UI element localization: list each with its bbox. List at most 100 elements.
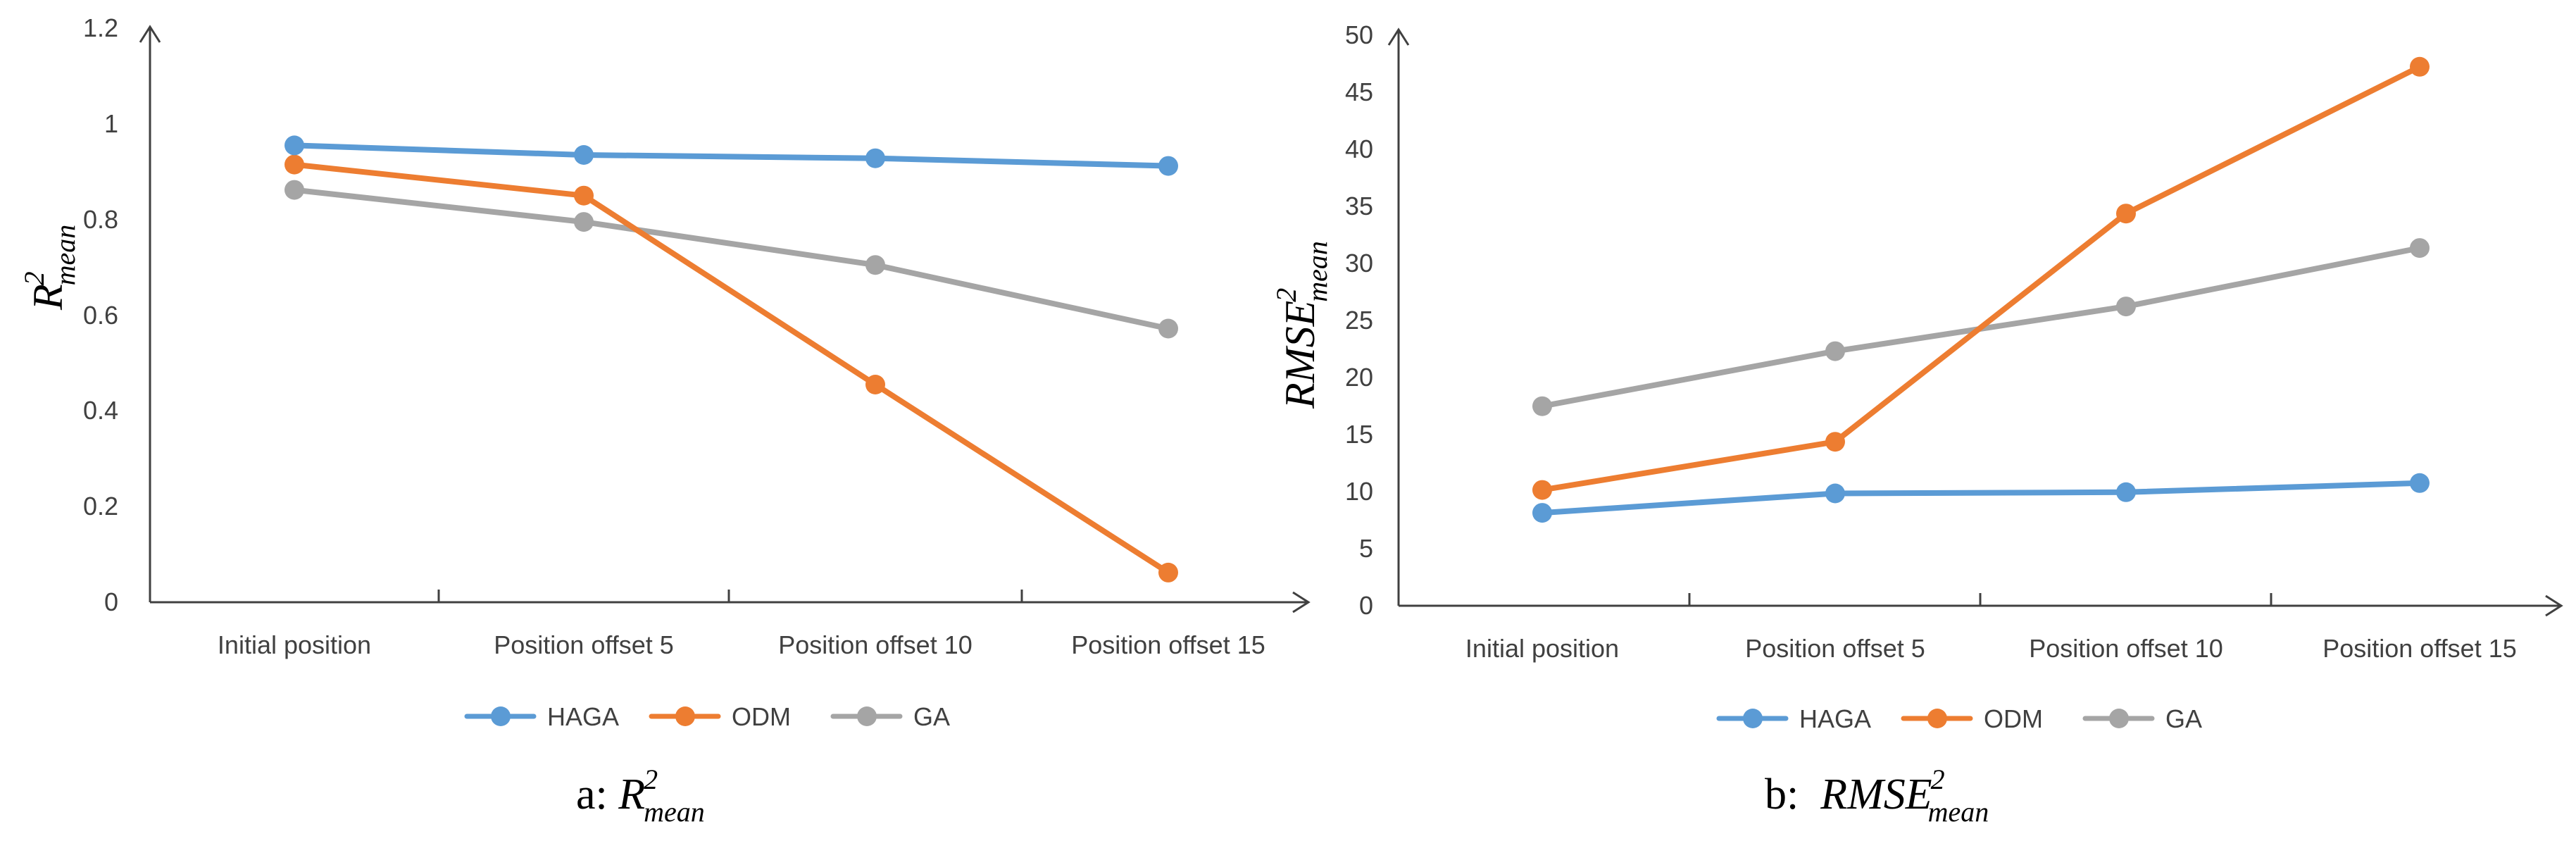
chart-b-y-axis-arrow	[1387, 27, 1410, 46]
chart-b-y-tick: 45	[1345, 77, 1373, 106]
chart-b-series-odm-point	[1825, 432, 1845, 452]
chart-b-y-tick: 20	[1345, 363, 1373, 392]
chart-a-legend: HAGA ODM GA	[464, 702, 950, 731]
chart-a-series-ga-point	[285, 180, 304, 200]
chart-a-legend-ga-label: GA	[913, 702, 950, 731]
chart-b-legend-ga-marker	[2109, 709, 2129, 728]
chart-a-series-odm-point	[1158, 562, 1178, 583]
chart-a-series-ga-line	[292, 187, 1171, 332]
chart-b-x-ticks: Initial position Position offset 5 Posit…	[1465, 634, 2517, 663]
chart-a-series-ga-point	[865, 255, 885, 275]
chart-b-legend-haga-marker	[1743, 709, 1763, 728]
chart-a-caption-main: R	[618, 771, 645, 818]
chart-b-y-tick: 5	[1359, 534, 1373, 563]
chart-a-y-tick: 0.8	[83, 205, 118, 234]
chart-a-series-odm-line	[292, 161, 1171, 575]
chart-b-legend: HAGA ODM GA	[1716, 704, 2202, 733]
chart-a-caption-sup: 2	[644, 764, 658, 795]
chart-a-axes	[139, 25, 1311, 613]
chart-b-x-tick: Initial position	[1465, 634, 1619, 663]
chart-b-y-tick: 0	[1359, 591, 1373, 620]
chart-a-caption-sub: mean	[644, 796, 705, 828]
chart-a-series-ga-point	[574, 212, 594, 232]
chart-b-y-axis-title-sup: 2	[1270, 288, 1302, 302]
chart-a-y-tick: 0.6	[83, 301, 118, 330]
chart-a-series-odm-point	[285, 154, 304, 175]
chart-b-y-axis-title-sub: mean	[1301, 241, 1333, 302]
chart-a-legend-odm-marker	[675, 706, 695, 726]
chart-a-y-tick: 0	[104, 587, 118, 616]
chart-b-y-tick: 15	[1345, 420, 1373, 449]
chart-a-y-axis-title: R2mean	[18, 225, 81, 311]
chart-b-series-ga-point	[2116, 297, 2136, 317]
chart-b-y-tick: 50	[1345, 20, 1373, 49]
chart-b-axes	[1387, 27, 2563, 617]
chart-b-series-haga-point	[1825, 483, 1845, 504]
chart-a-legend-haga-label: HAGA	[547, 702, 619, 731]
chart-a-x-tick: Position offset 5	[494, 630, 674, 659]
chart-b-legend-odm-label: ODM	[1984, 704, 2043, 733]
chart-a-series-odm-point	[865, 375, 885, 394]
chart-b-y-ticks: 0 5 10 15 20 25 30 35 40 45 50	[1345, 20, 1373, 620]
chart-a-y-ticks: 0 0.2 0.4 0.6 0.8 1 1.2	[83, 13, 118, 616]
chart-b-y-tick: 40	[1345, 135, 1373, 163]
chart-a-caption: a: R2 mean	[576, 764, 705, 828]
chart-b-series-odm-point	[2410, 56, 2430, 77]
chart-b-x-tick: Position offset 10	[2029, 634, 2223, 663]
chart-b-x-axis-arrow	[2545, 594, 2563, 617]
chart-b-legend-odm-marker	[1927, 709, 1947, 728]
chart-b-y-tick: 30	[1345, 249, 1373, 278]
chart-b-series-haga-line	[1539, 480, 2422, 516]
chart-a-legend-haga-marker	[491, 706, 511, 726]
chart-a-series-haga-point	[865, 148, 885, 168]
chart-b-series-odm-line	[1539, 63, 2422, 493]
chart-b-caption: b: RMSE2 mean	[1765, 764, 1989, 828]
chart-a-y-tick: 1	[104, 109, 118, 138]
chart-b-caption-prefix: b:	[1765, 771, 1820, 818]
chart-a-x-ticks: Initial position Position offset 5 Posit…	[218, 630, 1265, 659]
chart-b-caption-sup: 2	[1931, 764, 1945, 795]
chart-b-caption-main: RMSE	[1820, 771, 1932, 818]
chart-a-y-axis-title-sup: 2	[18, 271, 50, 285]
chart-b-caption-sub: mean	[1928, 796, 1989, 828]
chart-b-x-tick: Position offset 5	[1745, 634, 1925, 663]
chart-b-plot-area	[1532, 56, 2430, 523]
chart-a-x-tick: Position offset 15	[1071, 630, 1265, 659]
chart-a-y-tick: 1.2	[83, 13, 118, 42]
chart-a-series-haga-point	[574, 145, 594, 165]
chart-b-series-ga-point	[1825, 341, 1845, 361]
chart-b-legend-ga-label: GA	[2165, 704, 2202, 733]
chart-a-series-haga-point	[285, 135, 304, 156]
chart-a-y-axis-title-sub: mean	[49, 225, 81, 286]
chart-a-y-tick: 0.4	[83, 396, 118, 425]
chart-b-series-odm-point	[2116, 204, 2136, 224]
chart-b-series-odm-point	[1532, 480, 1552, 500]
chart-b-series-ga-point	[2410, 238, 2430, 258]
chart-b-y-tick: 25	[1345, 306, 1373, 335]
chart-b: RMSE2mean 0 5 10 15 20 25 30 35 40 45 50…	[1270, 20, 2563, 828]
chart-b-series-haga-point	[2410, 473, 2430, 493]
chart-a-series-haga-point	[1158, 156, 1178, 176]
chart-b-y-tick: 35	[1345, 192, 1373, 220]
chart-a: R2mean 0 0.2 0.4 0.6 0.8 1 1.2 Initial p…	[18, 13, 1311, 828]
chart-b-series-ga-point	[1532, 396, 1552, 416]
chart-a-y-tick: 0.2	[83, 492, 118, 521]
chart-a-y-axis-title-main: R	[25, 284, 71, 311]
chart-a-legend-odm-label: ODM	[732, 702, 791, 731]
chart-a-x-tick: Initial position	[218, 630, 371, 659]
chart-a-x-tick: Position offset 10	[778, 630, 973, 659]
chart-a-plot-area	[285, 135, 1178, 583]
chart-b-series-haga-point	[1532, 503, 1552, 523]
chart-b-y-tick: 10	[1345, 477, 1373, 506]
chart-a-series-odm-point	[574, 185, 594, 206]
chart-b-legend-haga-label: HAGA	[1799, 704, 1871, 733]
chart-b-x-tick: Position offset 15	[2322, 634, 2517, 663]
chart-b-y-axis-title: RMSE2mean	[1270, 241, 1333, 409]
chart-a-x-axis-arrow	[1292, 591, 1311, 613]
chart-a-series-haga-line	[292, 142, 1171, 169]
chart-a-y-axis-arrow	[139, 25, 161, 43]
chart-a-caption-prefix: a:	[576, 771, 618, 818]
chart-a-legend-ga-marker	[857, 706, 877, 726]
chart-a-series-ga-point	[1158, 318, 1178, 339]
